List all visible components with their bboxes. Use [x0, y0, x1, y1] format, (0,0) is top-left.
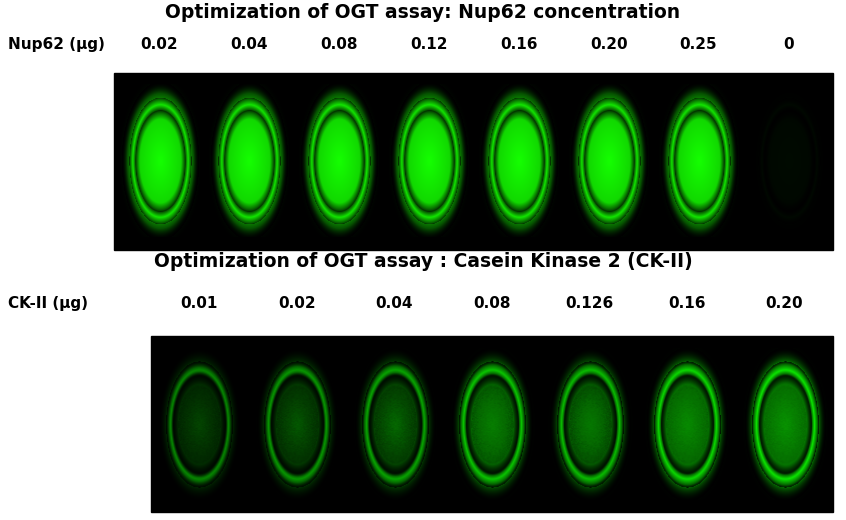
Text: Optimization of OGT assay : Casein Kinase 2 (CK-II): Optimization of OGT assay : Casein Kinas… [154, 252, 692, 271]
Text: 0.16: 0.16 [500, 37, 537, 51]
Text: 0.02: 0.02 [140, 37, 178, 51]
Text: CK-II (μg): CK-II (μg) [8, 296, 89, 311]
Text: 0.08: 0.08 [320, 37, 358, 51]
Text: 0.126: 0.126 [565, 296, 613, 311]
Text: 0.16: 0.16 [668, 296, 706, 311]
Text: 0: 0 [783, 37, 794, 51]
Text: Nup62 (μg): Nup62 (μg) [8, 37, 106, 51]
Text: 0.20: 0.20 [766, 296, 804, 311]
Text: 0.25: 0.25 [679, 37, 717, 51]
Text: 0.12: 0.12 [410, 37, 448, 51]
Text: 0.01: 0.01 [181, 296, 218, 311]
Text: 0.04: 0.04 [230, 37, 268, 51]
Bar [114, 73, 833, 250]
Text: 0.08: 0.08 [473, 296, 511, 311]
Text: Optimization of OGT assay: Nup62 concentration: Optimization of OGT assay: Nup62 concent… [166, 3, 680, 22]
Text: 0.04: 0.04 [376, 296, 413, 311]
Text: 0.20: 0.20 [590, 37, 628, 51]
Bar [151, 336, 833, 512]
Text: 0.02: 0.02 [278, 296, 316, 311]
